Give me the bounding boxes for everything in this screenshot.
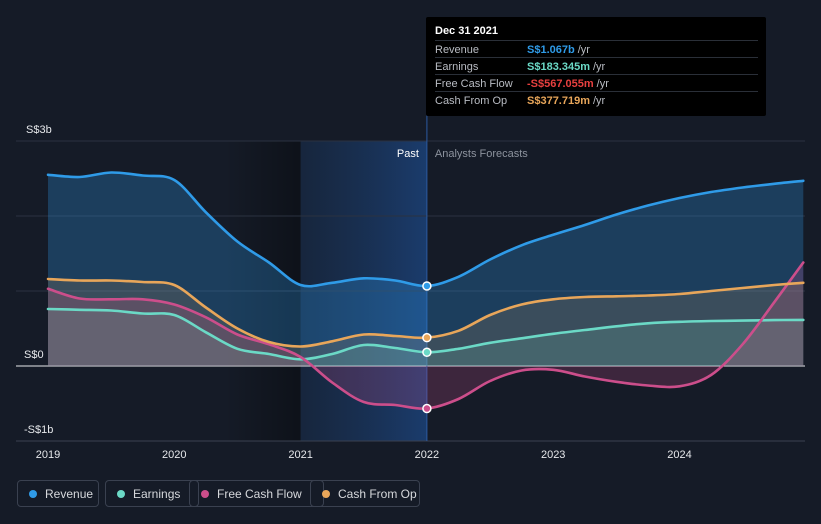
legend-dot-icon bbox=[117, 490, 125, 498]
marker-free-cash-flow bbox=[422, 403, 432, 414]
marker-cash-from-op bbox=[422, 332, 432, 343]
tooltip-value: S$1.067b/yr bbox=[527, 44, 590, 56]
x-tick-label: 2023 bbox=[541, 449, 565, 461]
legend-dot-icon bbox=[322, 490, 330, 498]
tooltip-row-revenue: Revenue S$1.067b/yr bbox=[435, 40, 758, 58]
tooltip-date: Dec 31 2021 bbox=[435, 25, 498, 37]
tooltip-value: S$377.719m/yr bbox=[527, 95, 606, 107]
legend-label: Earnings bbox=[133, 487, 181, 501]
forecast-label: Analysts Forecasts bbox=[435, 148, 528, 160]
y-tick-label: S$3b bbox=[26, 124, 52, 136]
past-label: Past bbox=[397, 148, 419, 160]
tooltip-row-free-cash-flow: Free Cash Flow -S$567.055m/yr bbox=[435, 74, 758, 92]
area-revenue bbox=[48, 172, 804, 366]
tooltip-label: Revenue bbox=[435, 44, 480, 56]
legend-item-revenue[interactable]: Revenue bbox=[17, 480, 99, 507]
tooltip: Dec 31 2021 Revenue S$1.067b/yr Earnings… bbox=[426, 17, 766, 116]
y-tick-label: S$0 bbox=[24, 349, 44, 361]
area-cash-from-op bbox=[48, 279, 804, 366]
y-tick-label: -S$1b bbox=[24, 424, 53, 436]
area-earnings bbox=[48, 309, 804, 366]
legend-item-cash-from-op[interactable]: Cash From Op bbox=[310, 480, 420, 507]
x-tick-label: 2024 bbox=[667, 449, 691, 461]
tooltip-value: S$183.345m/yr bbox=[527, 61, 606, 73]
marker-revenue bbox=[422, 281, 432, 291]
x-tick-label: 2020 bbox=[162, 449, 186, 461]
x-tick-label: 2019 bbox=[36, 449, 60, 461]
legend-item-earnings[interactable]: Earnings bbox=[105, 480, 199, 507]
legend-label: Revenue bbox=[45, 487, 94, 501]
area-free-cash-flow bbox=[48, 262, 804, 409]
tooltip-label: Free Cash Flow bbox=[435, 78, 513, 90]
x-tick-label: 2022 bbox=[415, 449, 439, 461]
tooltip-row-cash-from-op: Cash From Op S$377.719m/yr bbox=[435, 91, 758, 109]
tooltip-label: Cash From Op bbox=[435, 95, 508, 107]
legend-item-free-cash-flow[interactable]: Free Cash Flow bbox=[189, 480, 324, 507]
legend-dot-icon bbox=[201, 490, 209, 498]
legend-label: Free Cash Flow bbox=[217, 487, 302, 501]
legend-label: Cash From Op bbox=[338, 487, 417, 501]
legend-dot-icon bbox=[29, 490, 37, 498]
tooltip-value: -S$567.055m/yr bbox=[527, 78, 609, 90]
tooltip-label: Earnings bbox=[435, 61, 479, 73]
x-tick-label: 2021 bbox=[288, 449, 312, 461]
marker-earnings bbox=[422, 347, 432, 358]
tooltip-row-earnings: Earnings S$183.345m/yr bbox=[435, 57, 758, 75]
